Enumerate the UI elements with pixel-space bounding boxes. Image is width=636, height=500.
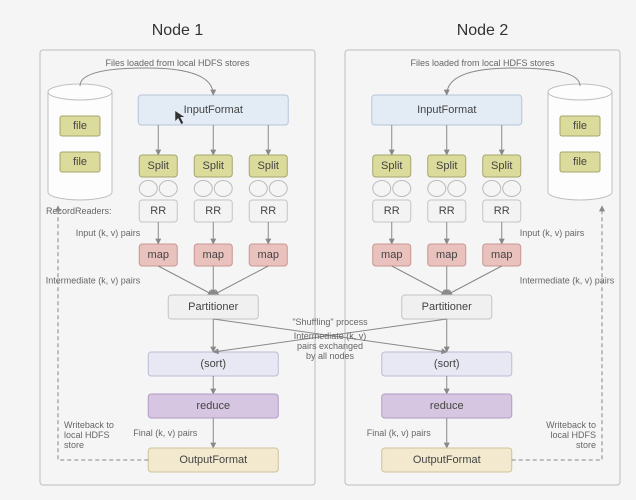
cylinder-0-top (48, 84, 112, 100)
writeback-label-1-1: local HDFS (550, 430, 596, 440)
intermediate-label-0: Intermediate (k, v) pairs (46, 276, 141, 286)
sort-0-label: (sort) (200, 358, 226, 370)
split-0-1-label: Split (203, 160, 224, 172)
writeback-label-1-0: Writeback to (546, 420, 596, 430)
outputformat-1-label: OutputFormat (413, 454, 481, 466)
inputformat-0-label: InputFormat (184, 104, 243, 116)
split-0-0-label: Split (148, 160, 169, 172)
final-pairs-label-1: Final (k, v) pairs (367, 428, 432, 438)
input-pairs-label-1: Input (k, v) pairs (520, 228, 585, 238)
map-0-1-label: map (203, 249, 224, 261)
writeback-label-0-2: store (64, 440, 84, 450)
intermediate-label-1: Intermediate (k, v) pairs (520, 276, 615, 286)
hdfs-header-1: Files loaded from local HDFS stores (410, 58, 555, 68)
split-1-1-label: Split (436, 160, 457, 172)
split-1-0-label: Split (381, 160, 402, 172)
final-pairs-label-0: Final (k, v) pairs (133, 428, 198, 438)
reduce-1-label: reduce (430, 400, 464, 412)
writeback-label-0-0: Writeback to (64, 420, 114, 430)
map-0-0-label: map (148, 249, 169, 261)
map-1-0-label: map (381, 249, 402, 261)
shuffle-sub-2: by all nodes (306, 351, 355, 361)
reduce-0-label: reduce (196, 400, 230, 412)
partitioner-1-label: Partitioner (422, 301, 472, 313)
shuffle-label: "Shuffling" process (292, 317, 368, 327)
recordreaders-label-0: RecordReaders: (46, 206, 112, 216)
rr-1-0-label: RR (384, 205, 400, 217)
hdfs-header-0: Files loaded from local HDFS stores (105, 58, 250, 68)
split-1-2-label: Split (491, 160, 512, 172)
shuffle-sub-1: pairs exchanged (297, 341, 363, 351)
node-title-0: Node 1 (152, 22, 204, 39)
file-chip-label-1-1: file (573, 156, 587, 168)
map-1-2-label: map (491, 249, 512, 261)
outputformat-0-label: OutputFormat (179, 454, 247, 466)
diagram-canvas: Node 1 Files loaded from local HDFS store… (0, 0, 636, 500)
rr-1-2-label: RR (494, 205, 510, 217)
input-pairs-label-0: Input (k, v) pairs (76, 228, 141, 238)
sort-1-label: (sort) (434, 358, 460, 370)
file-chip-label-1-0: file (573, 120, 587, 132)
cylinder-1-body (548, 92, 612, 192)
cylinder-0-body (48, 92, 112, 192)
writeback-label-0-1: local HDFS (64, 430, 110, 440)
map-0-2-label: map (258, 249, 279, 261)
file-chip-label-0-0: file (73, 120, 87, 132)
rr-1-1-label: RR (439, 205, 455, 217)
rr-0-1-label: RR (205, 205, 221, 217)
writeback-label-1-2: store (576, 440, 596, 450)
rr-0-0-label: RR (150, 205, 166, 217)
file-chip-label-0-1: file (73, 156, 87, 168)
inputformat-1-label: InputFormat (417, 104, 476, 116)
shuffle-sub-0: Intermediate (k, v) (294, 331, 367, 341)
rr-0-2-label: RR (260, 205, 276, 217)
split-0-2-label: Split (258, 160, 279, 172)
cylinder-1-top (548, 84, 612, 100)
node-title-1: Node 2 (457, 22, 509, 39)
partitioner-0-label: Partitioner (188, 301, 238, 313)
map-1-1-label: map (436, 249, 457, 261)
